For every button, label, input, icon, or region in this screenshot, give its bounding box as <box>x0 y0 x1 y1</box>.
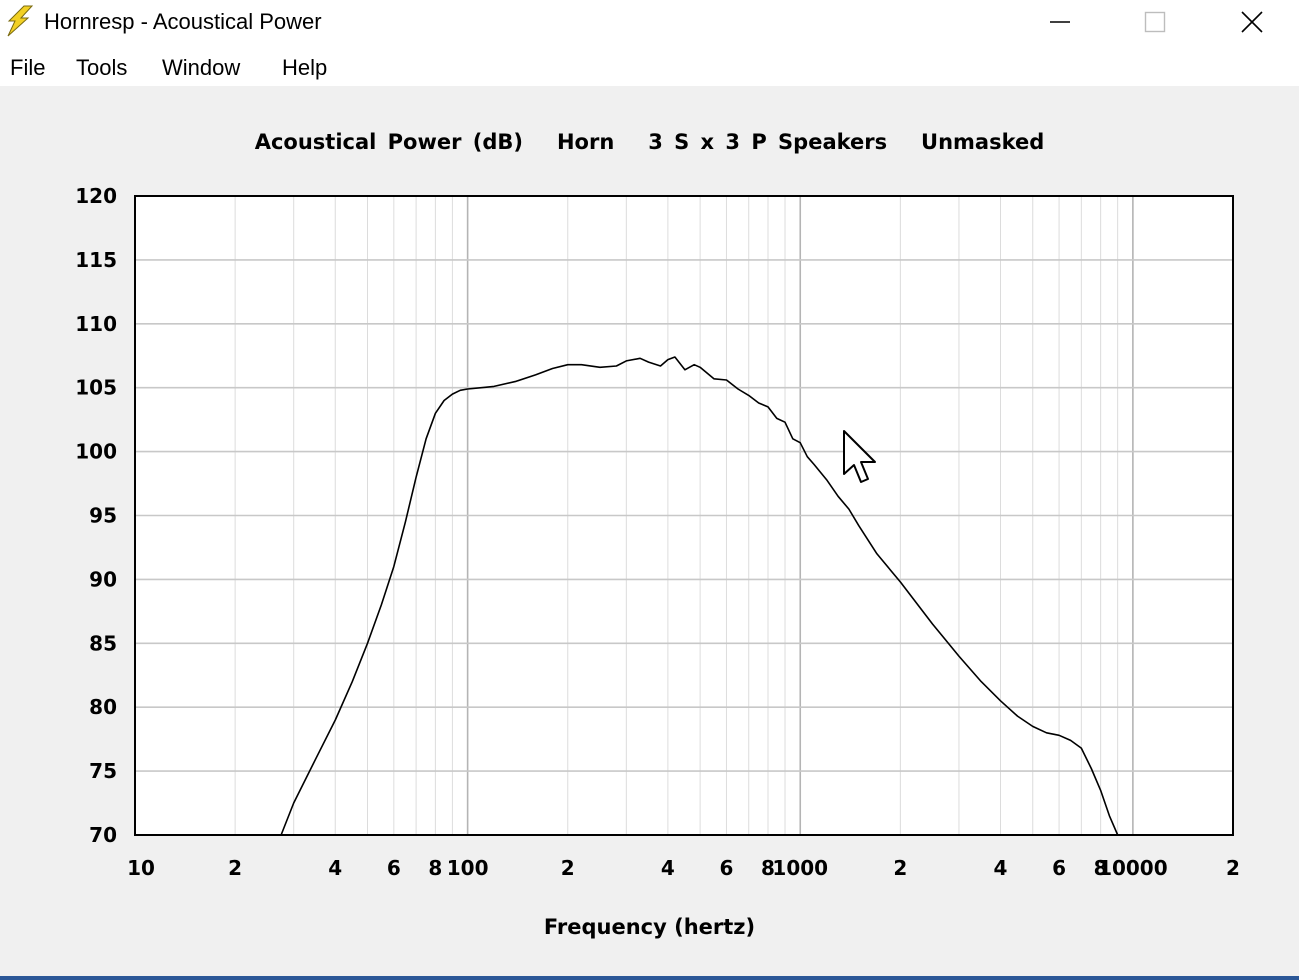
minimize-button[interactable] <box>1013 0 1107 44</box>
menu-help[interactable]: Help <box>282 55 328 80</box>
x-tick-label: 6 <box>1052 856 1066 880</box>
y-tick-label: 100 <box>75 440 117 464</box>
maximize-icon <box>1144 11 1166 33</box>
minimize-icon <box>1050 21 1070 23</box>
close-button[interactable] <box>1205 0 1299 44</box>
x-tick-label: 4 <box>994 856 1008 880</box>
y-tick-label: 70 <box>89 823 117 847</box>
x-tick-label: 2 <box>561 856 575 880</box>
y-tick-label: 85 <box>89 631 117 655</box>
x-tick-label: 6 <box>387 856 401 880</box>
window-title: Hornresp - Acoustical Power <box>44 9 322 34</box>
series-line <box>280 356 1119 836</box>
x-tick-label: 4 <box>661 856 675 880</box>
x-tick-label: 10000 <box>1098 856 1168 880</box>
maximize-button[interactable] <box>1108 0 1202 44</box>
y-tick-label: 90 <box>89 567 117 591</box>
menu-tools[interactable]: Tools <box>76 55 128 80</box>
lightning-bolt-icon <box>7 5 34 37</box>
x-tick-label: 100 <box>447 856 489 880</box>
x-tick-label: 4 <box>328 856 342 880</box>
x-tick-label: 6 <box>719 856 733 880</box>
x-tick-label: 10 <box>127 856 155 880</box>
y-tick-label: 80 <box>89 695 117 719</box>
y-tick-label: 95 <box>89 504 117 528</box>
mouse-cursor-icon <box>843 430 876 483</box>
x-tick-label: 2 <box>228 856 242 880</box>
plot-frame <box>134 195 1234 836</box>
y-tick-label: 105 <box>75 376 117 400</box>
title-bar: Hornresp - Acoustical Power <box>0 0 1299 44</box>
menu-file[interactable]: File <box>10 55 46 80</box>
close-icon <box>1241 11 1263 33</box>
chart-title: Acoustical Power (dB) Horn 3 S x 3 P Spe… <box>254 130 1045 154</box>
x-tick-label: 1000 <box>772 856 828 880</box>
menu-bar: File Tools Window Help <box>0 44 1299 86</box>
y-tick-label: 115 <box>75 248 117 272</box>
y-tick-label: 110 <box>75 312 117 336</box>
y-tick-label: 120 <box>75 184 117 208</box>
x-tick-label: 8 <box>1094 856 1108 880</box>
menu-window[interactable]: Window <box>162 55 241 80</box>
x-tick-label: 8 <box>761 856 775 880</box>
x-tick-label: 2 <box>893 856 907 880</box>
window-bottom-border <box>0 976 1299 980</box>
y-tick-label: 75 <box>89 759 117 783</box>
x-tick-label: 8 <box>428 856 442 880</box>
x-tick-label: 2 <box>1226 856 1240 880</box>
x-axis-label: Frequency (hertz) <box>543 915 756 939</box>
